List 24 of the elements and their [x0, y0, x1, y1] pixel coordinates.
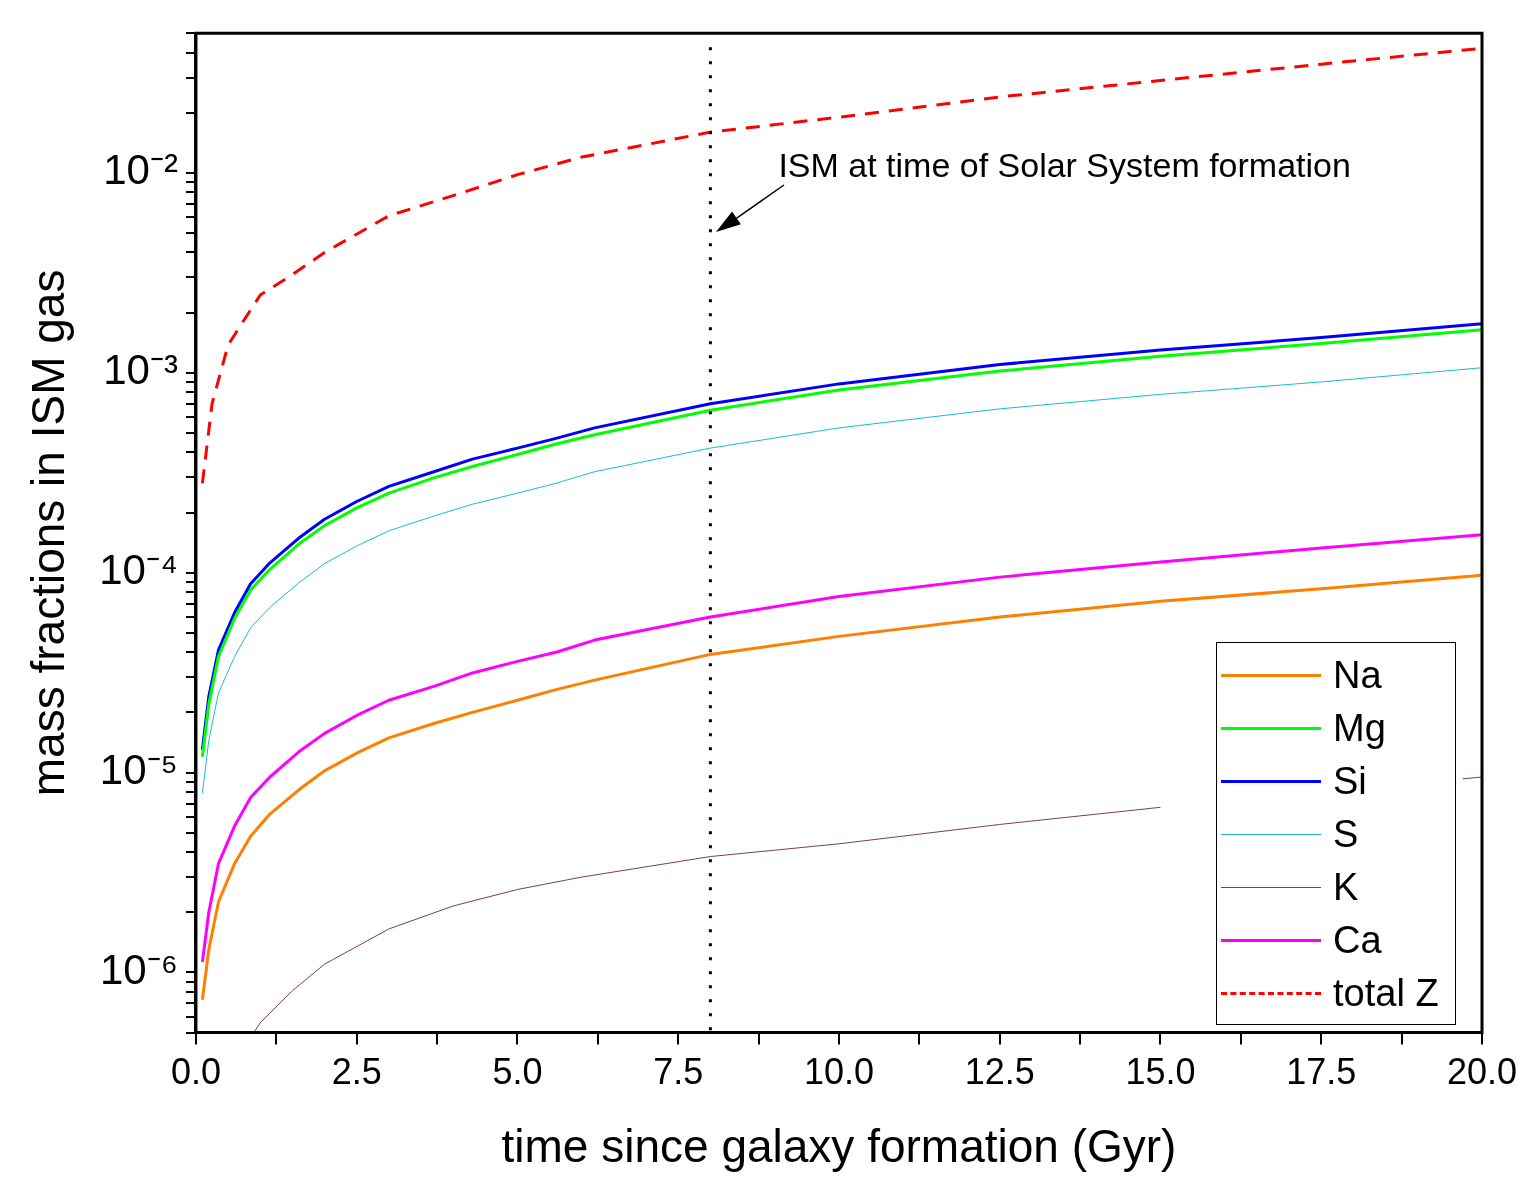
- x-tick-label: 0.0: [170, 1051, 221, 1093]
- x-tick-label: 17.5: [1286, 1051, 1357, 1093]
- x-tick-label: 15.0: [1125, 1051, 1196, 1093]
- legend-label: Si: [1333, 759, 1367, 803]
- annotation: ISM at time of Solar System formation: [778, 146, 1351, 185]
- x-tick-label: 20.0: [1446, 1051, 1518, 1093]
- y-tick-label: 10⁻²: [103, 146, 178, 194]
- x-tick-label: 5.0: [492, 1051, 543, 1093]
- x-axis-title: time since galaxy formation (Gyr): [501, 1120, 1177, 1173]
- y-axis-title: mass fractions in ISM gas: [22, 269, 75, 797]
- legend-label: total Z: [1333, 971, 1439, 1015]
- x-tick-label: 10.0: [803, 1051, 875, 1093]
- y-tick-label: 10⁻⁵: [99, 746, 178, 794]
- legend-label: S: [1333, 812, 1359, 856]
- y-tick-label: 10⁻⁴: [99, 546, 178, 594]
- y-tick-label: 10⁻⁶: [99, 946, 178, 994]
- x-tick-label: 2.5: [331, 1051, 382, 1093]
- y-tick-label: 10⁻³: [103, 346, 178, 394]
- x-tick-label: 12.5: [964, 1051, 1035, 1093]
- legend-label: Ca: [1333, 918, 1382, 962]
- legend-label: Na: [1333, 653, 1382, 697]
- x-tick-label: 7.5: [653, 1051, 704, 1093]
- legend-label: K: [1333, 865, 1359, 909]
- legend-label: Mg: [1333, 706, 1386, 750]
